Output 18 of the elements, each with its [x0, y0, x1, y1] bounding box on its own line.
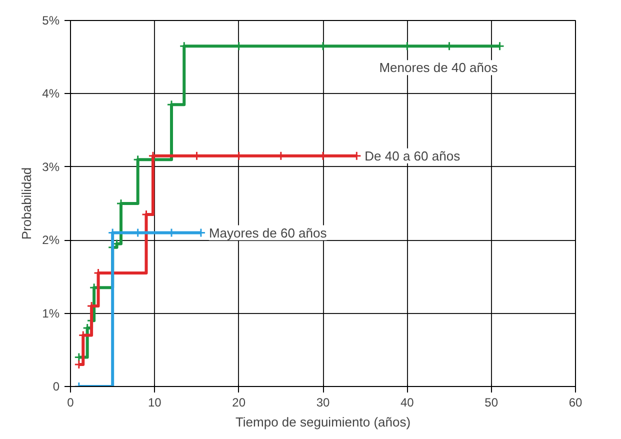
y-tick-label: 2%	[42, 233, 60, 248]
x-tick-label: 0	[67, 396, 74, 410]
x-tick-label: 10	[148, 396, 162, 410]
x-tick-label: 50	[484, 396, 498, 410]
y-tick-label: 1%	[42, 306, 60, 320]
y-tick-label: 4%	[42, 86, 60, 101]
x-tick-label: 60	[568, 396, 582, 410]
y-axis-title: Probabilidad	[19, 167, 34, 240]
y-tick-label: 3%	[42, 160, 60, 174]
x-tick-label: 20	[232, 396, 246, 410]
x-axis-title: Tiempo de seguimiento (años)	[235, 414, 411, 430]
y-tick-label: 5%	[42, 14, 60, 28]
y-tick-label: 0	[52, 380, 60, 394]
series-label: De 40 a 60 años	[364, 148, 461, 164]
series-label: Mayores de 60 años	[208, 225, 328, 240]
series-label: Menores de 40 años	[379, 60, 498, 76]
x-tick-label: 40	[400, 396, 414, 410]
x-tick-label: 30	[316, 396, 330, 410]
